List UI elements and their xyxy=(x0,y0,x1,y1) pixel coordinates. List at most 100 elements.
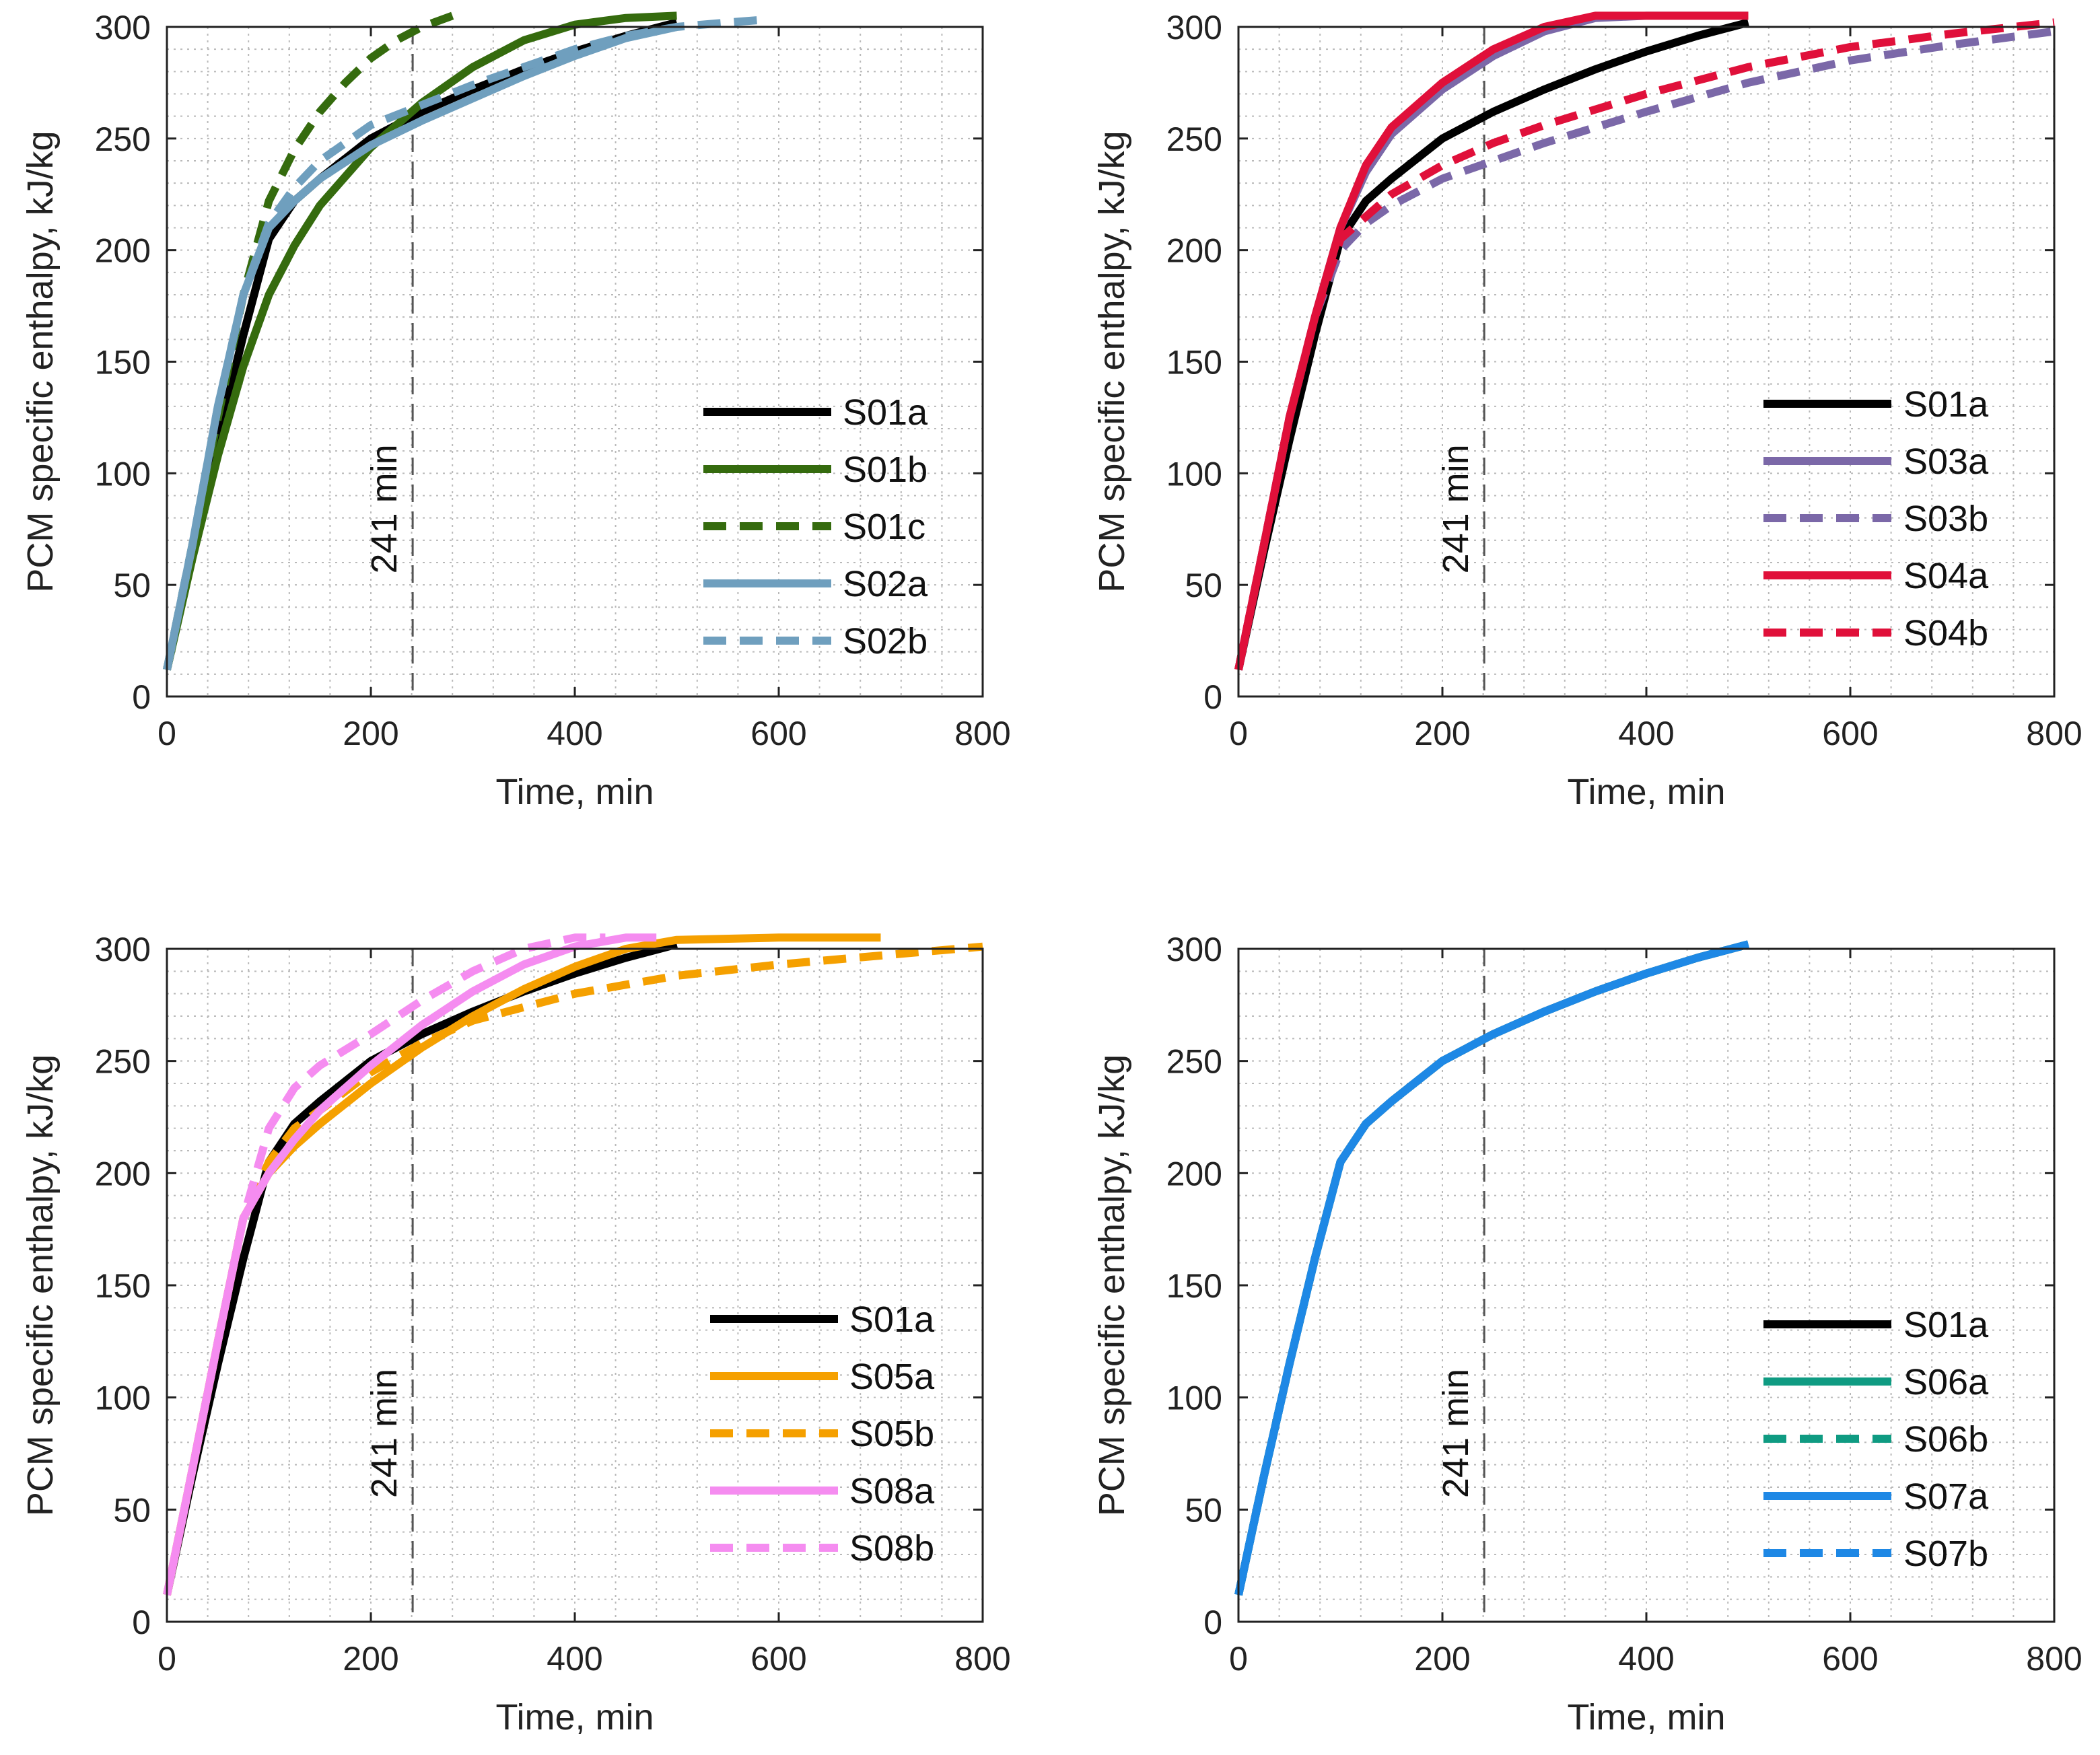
y-tick-label: 100 xyxy=(1166,455,1222,493)
y-tick-label: 0 xyxy=(1203,678,1222,716)
legend: S01a S05a S05b S08a S08b xyxy=(710,1299,935,1569)
legend-label-s03a: S03a xyxy=(1903,441,1989,482)
x-axis-label: Time, min xyxy=(1567,772,1725,812)
series-line-s01a xyxy=(1234,18,1750,671)
x-tick-label: 0 xyxy=(158,1640,176,1678)
series-line-s02b xyxy=(163,16,759,671)
x-tick-label: 0 xyxy=(1229,715,1248,752)
x-axis-label: Time, min xyxy=(495,1697,654,1738)
y-tick-label: 150 xyxy=(1166,344,1222,382)
x-tick-label: 600 xyxy=(1822,715,1878,752)
grid xyxy=(167,949,983,1622)
x-axis-label: Time, min xyxy=(495,772,654,812)
reference-vline-label: 241 min xyxy=(364,444,405,573)
x-tick-label: 200 xyxy=(1414,1640,1470,1678)
reference-vline-label: 241 min xyxy=(364,1369,405,1498)
legend-label-s02a: S02a xyxy=(843,564,928,604)
grid xyxy=(1238,27,2054,696)
legend-label-s01a: S01a xyxy=(1903,1305,1989,1345)
x-tick-label: 600 xyxy=(750,1640,806,1678)
y-tick-label: 150 xyxy=(95,1267,151,1305)
y-tick-label: 250 xyxy=(95,120,151,158)
series-line-s01a xyxy=(163,940,678,1596)
series-group xyxy=(1234,11,2055,671)
panel-top-left: 241 min 0 200 400 600 800 0 50 100 150 200 250 300 Ti… xyxy=(20,9,1011,812)
legend-label-s05a: S05a xyxy=(849,1357,935,1397)
y-tick-label: 150 xyxy=(1166,1267,1222,1305)
legend-label-s08b: S08b xyxy=(849,1528,934,1569)
y-tick-label: 200 xyxy=(95,1155,151,1192)
x-tick-label: 400 xyxy=(1618,715,1674,752)
y-tick-label: 50 xyxy=(1185,1491,1222,1529)
x-tick-label: 800 xyxy=(954,1640,1010,1678)
series-line-s04b xyxy=(1234,18,2055,671)
y-tick-label: 200 xyxy=(1166,232,1222,270)
legend-label-s01c: S01c xyxy=(843,507,925,547)
y-tick-label: 100 xyxy=(95,1380,151,1417)
x-axis-label: Time, min xyxy=(1567,1697,1725,1738)
y-tick-label: 50 xyxy=(1185,567,1222,604)
legend-label-s07b: S07b xyxy=(1903,1534,1988,1574)
y-axis-label: PCM specific enthalpy, kJ/kg xyxy=(1092,131,1132,592)
x-tick-label: 0 xyxy=(1229,1640,1248,1678)
legend-label-s03b: S03b xyxy=(1903,499,1988,539)
legend-label-s04a: S04a xyxy=(1903,556,1989,596)
y-tick-label: 0 xyxy=(1203,1604,1222,1641)
y-axis-label: PCM specific enthalpy, kJ/kg xyxy=(1092,1054,1132,1516)
series-line-s08b xyxy=(163,933,606,1596)
reference-vline-label: 241 min xyxy=(1436,444,1476,573)
series-group xyxy=(1234,940,1750,1596)
y-tick-label: 50 xyxy=(113,567,151,604)
panel-top-right: 241 min 0 200 400 600 800 0 50 100 150 200 250 300 Ti… xyxy=(1092,9,2082,812)
legend: S01a S06a S06b S07a S07b xyxy=(1763,1305,1989,1574)
y-tick-label: 100 xyxy=(95,455,151,493)
y-tick-label: 250 xyxy=(1166,1043,1222,1081)
legend-label-s06b: S06b xyxy=(1903,1419,1988,1460)
y-tick-label: 250 xyxy=(1166,120,1222,158)
legend-label-s01b: S01b xyxy=(843,450,928,490)
x-tick-label: 200 xyxy=(343,1640,398,1678)
y-tick-label: 200 xyxy=(1166,1155,1222,1192)
legend-label-s06a: S06a xyxy=(1903,1362,1989,1402)
legend: S01a S03a S03b S04a S04b xyxy=(1763,384,1989,653)
series-line-s02a xyxy=(163,23,678,671)
y-tick-label: 0 xyxy=(132,678,151,716)
y-tick-label: 0 xyxy=(132,1604,151,1641)
legend-label-s01a: S01a xyxy=(849,1299,935,1340)
legend-label-s05b: S05b xyxy=(849,1414,934,1454)
panel-bottom-left: 241 min 0 200 400 600 800 0 50 100 150 200 250 300 Ti… xyxy=(20,931,1011,1738)
y-axis-label: PCM specific enthalpy, kJ/kg xyxy=(20,131,61,592)
y-axis-label: PCM specific enthalpy, kJ/kg xyxy=(20,1054,61,1516)
legend-label-s01a: S01a xyxy=(1903,384,1989,425)
x-tick-label: 200 xyxy=(343,715,398,752)
x-tick-label: 0 xyxy=(158,715,176,752)
x-tick-label: 600 xyxy=(750,715,806,752)
legend-label-s07a: S07a xyxy=(1903,1476,1989,1517)
series-line-s07b xyxy=(1234,940,1750,1596)
grid xyxy=(1238,949,2054,1622)
legend-label-s04b: S04b xyxy=(1903,613,1988,653)
x-tick-label: 200 xyxy=(1414,715,1470,752)
x-tick-label: 800 xyxy=(2026,715,2082,752)
legend-label-s08a: S08a xyxy=(849,1471,935,1511)
y-tick-label: 200 xyxy=(95,232,151,270)
y-tick-label: 300 xyxy=(95,931,151,968)
y-tick-label: 250 xyxy=(95,1043,151,1081)
legend: S01a S01b S01c S02a S02b xyxy=(703,392,928,661)
y-tick-label: 300 xyxy=(1166,9,1222,46)
legend-label-s01a: S01a xyxy=(843,392,928,433)
panel-bottom-right: 241 min 0 200 400 600 800 0 50 100 150 200 250 300 Ti… xyxy=(1092,931,2082,1738)
x-tick-label: 800 xyxy=(2026,1640,2082,1678)
x-tick-label: 800 xyxy=(954,715,1010,752)
legend-label-s02b: S02b xyxy=(843,621,928,661)
y-tick-label: 300 xyxy=(1166,931,1222,968)
y-tick-label: 300 xyxy=(95,9,151,46)
y-tick-label: 150 xyxy=(95,344,151,382)
reference-vline-label: 241 min xyxy=(1436,1369,1476,1498)
x-tick-label: 400 xyxy=(547,1640,602,1678)
x-tick-label: 400 xyxy=(547,715,602,752)
y-tick-label: 100 xyxy=(1166,1380,1222,1417)
x-tick-label: 400 xyxy=(1618,1640,1674,1678)
x-tick-label: 600 xyxy=(1822,1640,1878,1678)
